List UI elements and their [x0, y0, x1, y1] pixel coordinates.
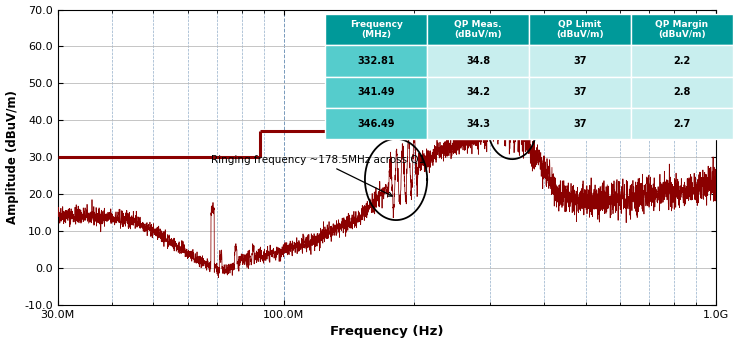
Text: 34.8: 34.8 — [466, 56, 490, 66]
Text: Frequency
(MHz): Frequency (MHz) — [350, 20, 403, 39]
Text: 37: 37 — [573, 56, 587, 66]
Text: 34.2: 34.2 — [466, 87, 490, 97]
X-axis label: Frequency (Hz): Frequency (Hz) — [330, 325, 444, 338]
Text: Ringing frequency ~178.5MHz across Q1: Ringing frequency ~178.5MHz across Q1 — [211, 155, 426, 196]
Text: 34.3: 34.3 — [466, 119, 490, 129]
Text: 2.8: 2.8 — [673, 87, 690, 97]
Text: Rise time of VQ1 & VQ2 (~3nS): Rise time of VQ1 & VQ2 (~3nS) — [516, 99, 717, 112]
Text: 37: 37 — [573, 87, 587, 97]
Text: QP Margin
(dBuV/m): QP Margin (dBuV/m) — [655, 20, 708, 39]
Text: 341.49: 341.49 — [357, 87, 395, 97]
Text: 2.2: 2.2 — [673, 56, 690, 66]
Text: QP Limit
(dBuV/m): QP Limit (dBuV/m) — [556, 20, 604, 39]
Text: 37: 37 — [573, 119, 587, 129]
Text: 346.49: 346.49 — [357, 119, 395, 129]
Y-axis label: Amplitude (dBuV/m): Amplitude (dBuV/m) — [5, 90, 19, 224]
Text: 332.81: 332.81 — [357, 56, 395, 66]
Text: QP Meas.
(dBuV/m): QP Meas. (dBuV/m) — [454, 20, 502, 39]
Text: 2.7: 2.7 — [673, 119, 690, 129]
